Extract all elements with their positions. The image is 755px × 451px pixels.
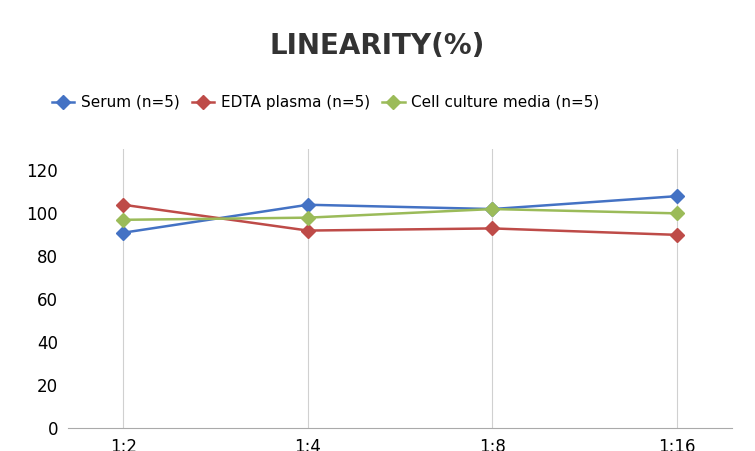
EDTA plasma (n=5) (119, 202, 128, 207)
Cell culture media (n=5) (673, 211, 682, 216)
Line: EDTA plasma (n=5): EDTA plasma (n=5) (119, 200, 682, 240)
Serum (n=5) (673, 193, 682, 199)
Line: Serum (n=5): Serum (n=5) (119, 191, 682, 238)
EDTA plasma (n=5) (304, 228, 313, 233)
Serum (n=5) (488, 207, 497, 212)
Line: Cell culture media (n=5): Cell culture media (n=5) (119, 204, 682, 225)
Text: LINEARITY(%): LINEARITY(%) (270, 32, 485, 60)
Serum (n=5) (304, 202, 313, 207)
EDTA plasma (n=5) (673, 232, 682, 238)
Cell culture media (n=5) (488, 207, 497, 212)
EDTA plasma (n=5) (488, 226, 497, 231)
Cell culture media (n=5) (304, 215, 313, 221)
Serum (n=5) (119, 230, 128, 235)
Cell culture media (n=5) (119, 217, 128, 222)
Legend: Serum (n=5), EDTA plasma (n=5), Cell culture media (n=5): Serum (n=5), EDTA plasma (n=5), Cell cul… (45, 89, 606, 116)
